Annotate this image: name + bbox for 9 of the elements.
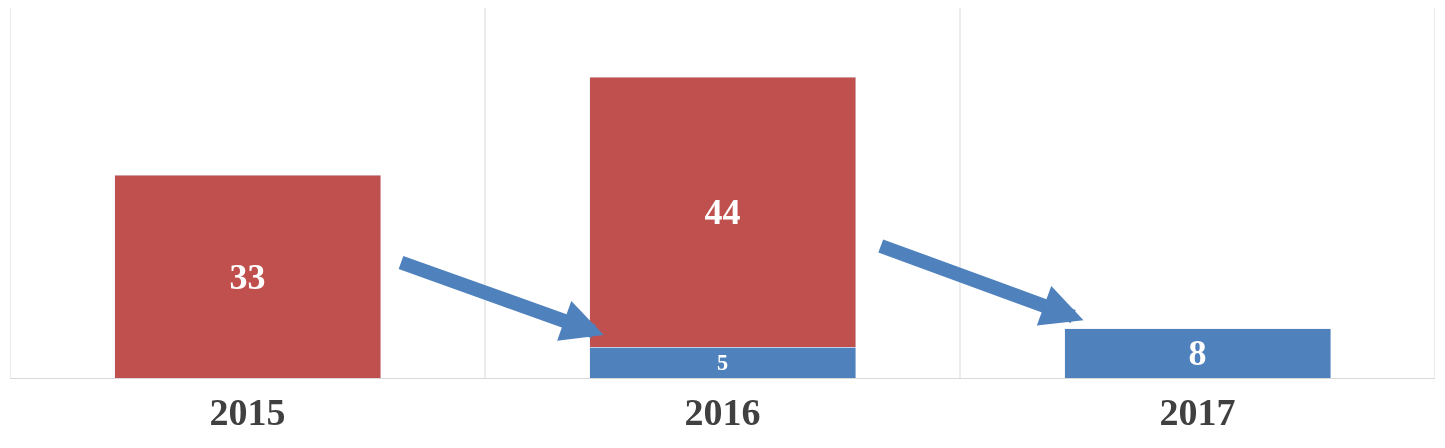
- x-tick-label: 2017: [1159, 390, 1236, 433]
- data-label: 33: [229, 256, 266, 297]
- data-label: 44: [704, 192, 741, 233]
- data-label: 8: [1188, 333, 1207, 374]
- x-tick-label: 2016: [684, 390, 761, 433]
- x-tick-label: 2015: [209, 390, 286, 433]
- bar: [1064, 328, 1331, 378]
- bar: [114, 175, 381, 378]
- data-label: 5: [716, 350, 729, 376]
